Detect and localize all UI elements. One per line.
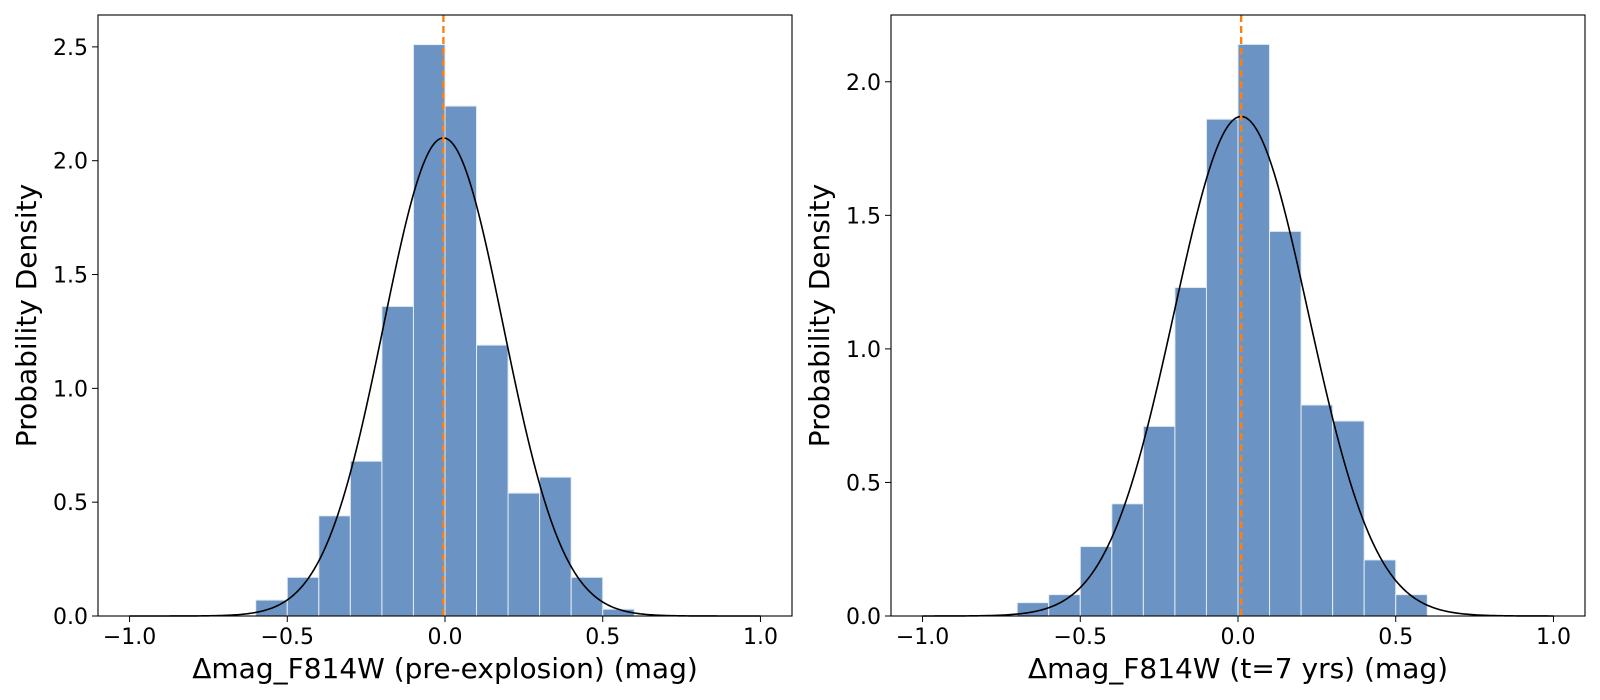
histogram-bar	[476, 344, 509, 617]
x-tick-label: −0.5	[1054, 625, 1107, 650]
histogram-bar	[381, 305, 414, 617]
histogram-bar	[507, 492, 541, 617]
gaussian-fit-line	[129, 137, 761, 617]
y-tick-label: 1.5	[846, 204, 881, 229]
histogram-bar	[1174, 286, 1207, 617]
left-histogram-panel: −1.0 −0.5 0.0 0.5 1.0 0.0 0.5 1.0 1.5 2.0 2.5 Δmag_…	[10, 14, 793, 685]
y-tick-label: 0.5	[53, 491, 88, 516]
x-tick-label: 1.0	[743, 625, 778, 650]
histogram-bar	[318, 515, 351, 617]
x-axis-label: Δmag_F814W (pre-explosion) (mag)	[192, 652, 698, 685]
x-tick-label: 1.0	[1536, 625, 1571, 650]
x-tick-label: 0.5	[585, 625, 620, 650]
right-histogram-panel: −1.0 −0.5 0.0 0.5 1.0 0.0 0.5 1.0 1.5 2.0 Δmag_F81…	[803, 14, 1586, 685]
x-tick-label: 0.5	[1378, 625, 1413, 650]
y-tick-label: 2.0	[846, 71, 881, 96]
histogram-bar	[412, 44, 446, 617]
y-tick-label: 0.5	[846, 471, 881, 496]
histogram-bar	[1395, 594, 1428, 617]
y-axis-label: Probability Density	[803, 184, 836, 447]
y-tick-label: 1.0	[53, 377, 88, 402]
x-tick-label: 0.0	[428, 625, 463, 650]
histogram-bar	[1237, 43, 1271, 617]
histogram-bar	[570, 576, 604, 617]
y-tick-label: 1.0	[846, 338, 881, 363]
x-axis-label: Δmag_F814W (t=7 yrs) (mag)	[1028, 652, 1448, 685]
histogram-bar	[1300, 404, 1334, 617]
x-tick-label: 0.0	[1221, 625, 1256, 650]
histogram-bar	[444, 105, 478, 617]
y-tick-label: 2.5	[53, 36, 88, 61]
histogram-bar	[1363, 559, 1397, 617]
histogram-bar	[539, 476, 572, 617]
histogram-bar	[1332, 420, 1365, 617]
x-tick-label: −0.5	[261, 625, 314, 650]
histogram-bar	[349, 460, 383, 617]
histogram-bar	[1269, 230, 1302, 617]
y-tick-label: 1.5	[53, 264, 88, 289]
gaussian-fit-line	[922, 115, 1554, 617]
histogram-bar	[1142, 425, 1176, 617]
y-tick-label: 0.0	[846, 605, 881, 630]
y-tick-label: 0.0	[53, 605, 88, 630]
x-tick-label: −1.0	[896, 625, 949, 650]
x-tick-label: −1.0	[103, 625, 156, 650]
y-axis-label: Probability Density	[10, 184, 43, 447]
histogram-bar	[1205, 118, 1239, 617]
histogram-bar	[1111, 503, 1144, 617]
y-tick-label: 2.0	[53, 150, 88, 175]
